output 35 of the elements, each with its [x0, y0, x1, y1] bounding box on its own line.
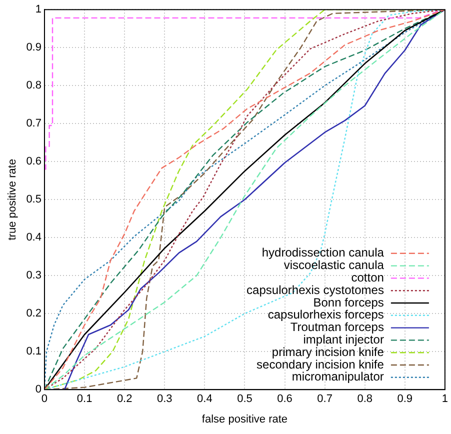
legend-label: capsulorhexis forceps — [268, 308, 384, 322]
y-tick-label: 0.2 — [26, 308, 42, 320]
y-tick-label: 0.1 — [26, 346, 42, 358]
legend-label: cotton — [351, 270, 384, 285]
legend-label: viscoelastic canula — [284, 258, 384, 272]
x-tick-label: 0.2 — [116, 393, 132, 406]
x-tick-label: 0.9 — [397, 393, 413, 406]
legend-label: implant injector — [303, 332, 384, 347]
y-tick-label: 1 — [35, 4, 42, 16]
legend-label: Bonn forceps — [313, 295, 384, 310]
x-tick-label: 0.7 — [317, 393, 332, 406]
y-tick-label: 0.8 — [26, 80, 42, 92]
y-tick-label: 0.6 — [26, 156, 42, 168]
x-axis-title: false positive rate — [202, 413, 288, 426]
y-tick-label: 0.5 — [26, 194, 42, 206]
y-tick-label: 0.7 — [26, 118, 42, 130]
x-tick-label: 0.8 — [357, 393, 372, 406]
x-tick-label: 0.1 — [76, 393, 92, 406]
y-axis-title: true positive rate — [6, 158, 19, 240]
y-tick-label: 0.3 — [26, 270, 42, 282]
y-tick-label: 0.9 — [26, 42, 42, 54]
legend-label: hydrodissection canula — [262, 246, 384, 260]
legend-label: Troutman forceps — [290, 320, 384, 334]
x-tick-label: 0.6 — [277, 393, 292, 406]
legend-label: primary incision knife — [272, 344, 384, 359]
x-tick-label: 0.4 — [197, 393, 212, 406]
line-series — [44, 10, 445, 390]
legend-label: secondary incision knife — [256, 357, 384, 372]
legend-label: micromanipulator — [292, 370, 384, 384]
x-tick-label: 0.5 — [237, 393, 252, 406]
x-tick-label: 1 — [442, 393, 448, 406]
x-tick-label: 0.3 — [156, 393, 172, 406]
legend-label: capsulorhexis cystotomes — [246, 282, 384, 297]
y-tick-label: 0 — [35, 384, 42, 396]
y-tick-label: 0.4 — [26, 232, 42, 244]
